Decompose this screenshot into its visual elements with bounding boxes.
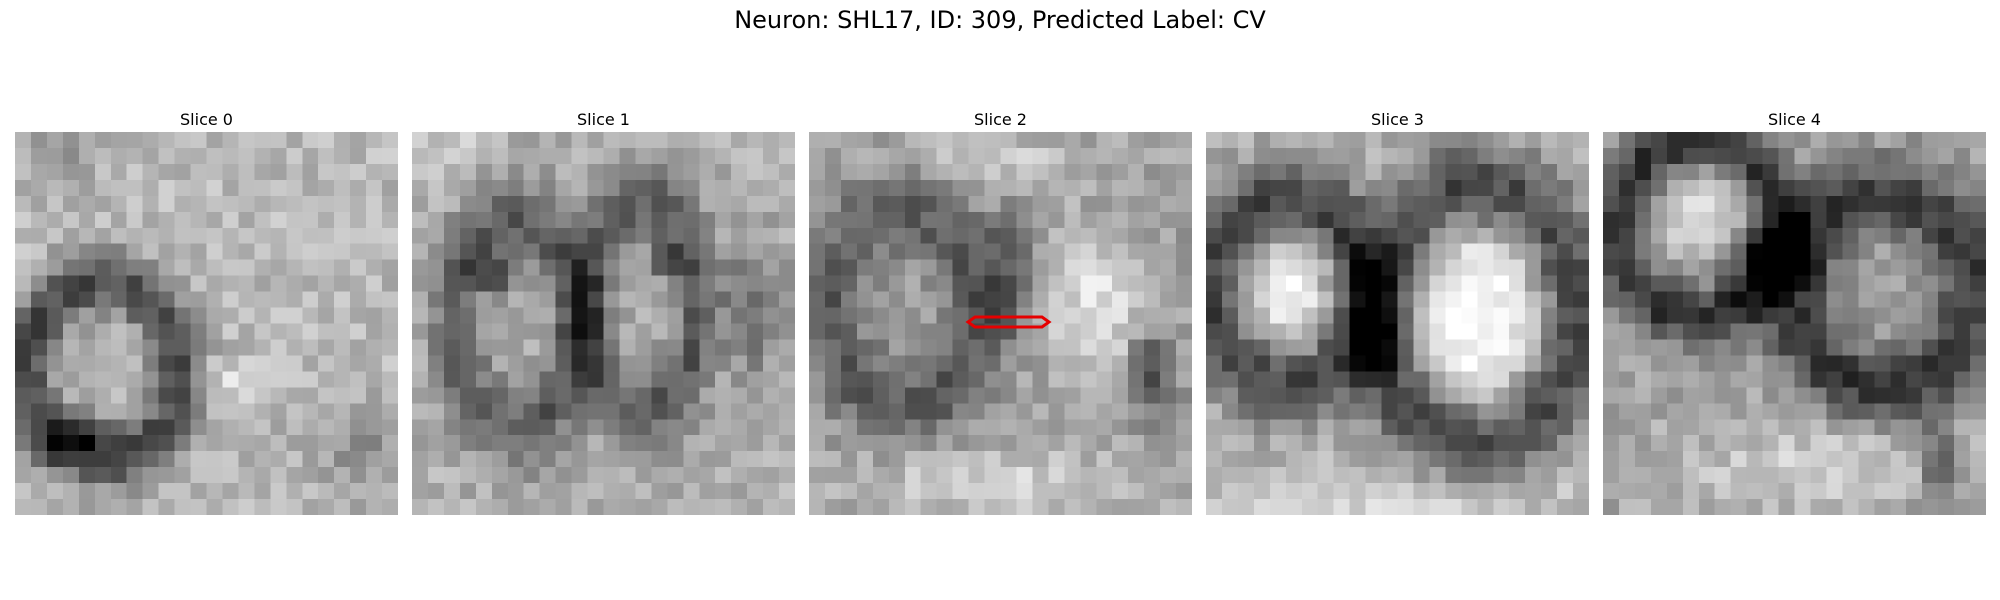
- figure-title: Neuron: SHL17, ID: 309, Predicted Label:…: [734, 6, 1266, 34]
- slice-panel-1: Slice 1: [412, 108, 795, 515]
- slice-image-4: [1603, 132, 1986, 515]
- slice-title-3: Slice 3: [1371, 110, 1424, 129]
- slice-image-0: [15, 132, 398, 515]
- slice-title-2: Slice 2: [974, 110, 1027, 129]
- slice-title-1: Slice 1: [577, 110, 630, 129]
- slice-title-4: Slice 4: [1768, 110, 1821, 129]
- slice-image-1: [412, 132, 795, 515]
- slice-image-3: [1206, 132, 1589, 515]
- slice-panel-3: Slice 3: [1206, 108, 1589, 515]
- slice-image-2: [809, 132, 1192, 515]
- slice-panel-2: Slice 2: [809, 108, 1192, 515]
- slice-panel-0: Slice 0: [15, 108, 398, 515]
- slice-title-0: Slice 0: [180, 110, 233, 129]
- slice-panel-4: Slice 4: [1603, 108, 1986, 515]
